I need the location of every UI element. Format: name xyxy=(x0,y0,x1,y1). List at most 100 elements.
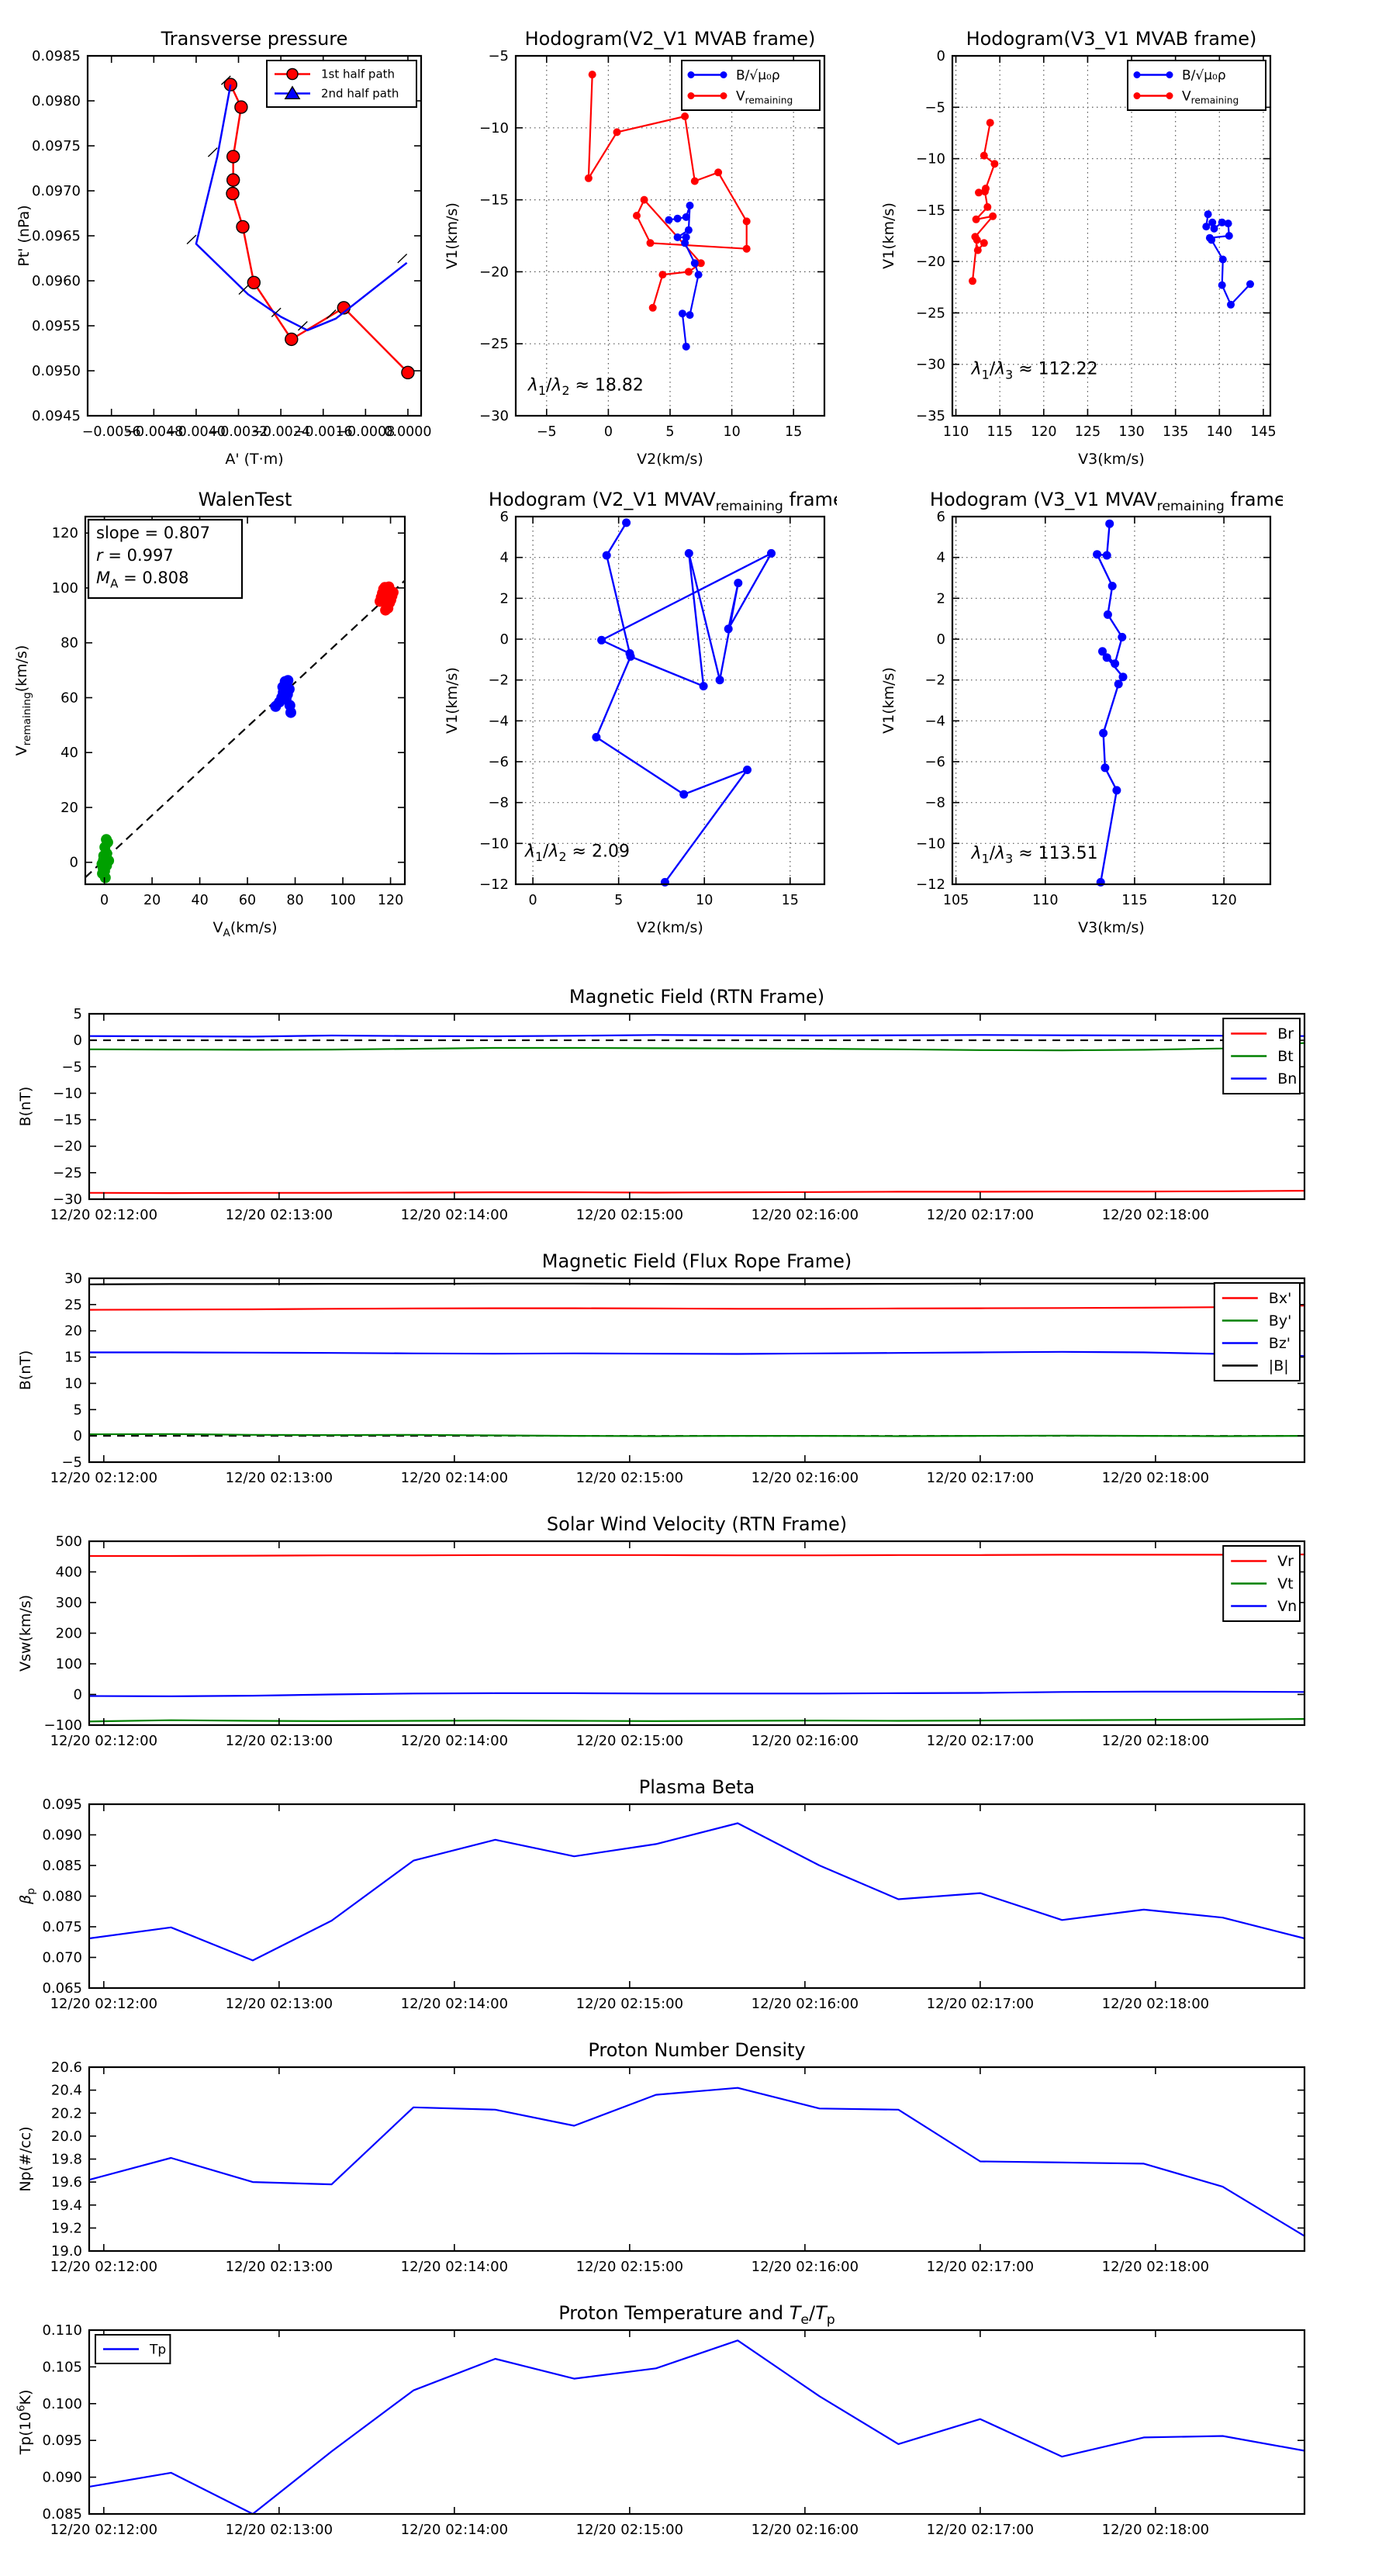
chart-walen-test: 0 20 40 60 80 100 120 0 20 40 60 80 100 120 WalenTest V… xyxy=(8,482,417,946)
svg-text:115: 115 xyxy=(987,424,1012,440)
svg-text:λ1/λ3 ≈ 112.22: λ1/λ3 ≈ 112.22 xyxy=(971,360,1098,382)
svg-text:λ1/λ2 ≈ 18.82: λ1/λ2 ≈ 18.82 xyxy=(527,376,644,399)
svg-text:0.100: 0.100 xyxy=(42,2396,82,2412)
svg-text:−30: −30 xyxy=(53,1191,82,1208)
svg-text:500: 500 xyxy=(56,1533,82,1550)
svg-text:0: 0 xyxy=(604,424,613,440)
chart-plasma-beta: 12/20 02:12:00 12/20 02:13:00 12/20 02:14:… xyxy=(12,1769,1317,2050)
svg-text:80: 80 xyxy=(286,893,303,908)
svg-text:−12: −12 xyxy=(479,877,509,893)
svg-text:−5: −5 xyxy=(61,1059,82,1075)
svg-text:Vremaining(km/s): Vremaining(km/s) xyxy=(13,645,33,756)
svg-text:0.0950: 0.0950 xyxy=(32,363,81,379)
svg-text:12/20 02:13:00: 12/20 02:13:00 xyxy=(226,2259,333,2275)
svg-text:12/20 02:17:00: 12/20 02:17:00 xyxy=(927,1733,1034,1749)
svg-text:5: 5 xyxy=(74,1402,82,1418)
svg-text:0: 0 xyxy=(74,1687,82,1703)
svg-text:20.4: 20.4 xyxy=(51,2083,82,2099)
svg-text:0.090: 0.090 xyxy=(42,2470,82,2486)
svg-text:20.0: 20.0 xyxy=(51,2128,82,2145)
svg-text:12/20 02:17:00: 12/20 02:17:00 xyxy=(927,2522,1034,2538)
svg-text:−12: −12 xyxy=(916,877,945,893)
svg-text:0: 0 xyxy=(529,893,537,908)
svg-text:200: 200 xyxy=(56,1626,82,1642)
svg-text:V1(km/s): V1(km/s) xyxy=(444,202,461,269)
svg-text:12/20 02:18:00: 12/20 02:18:00 xyxy=(1102,1733,1209,1749)
svg-text:20.2: 20.2 xyxy=(51,2105,82,2121)
svg-text:−30: −30 xyxy=(479,408,509,424)
svg-text:12/20 02:13:00: 12/20 02:13:00 xyxy=(226,1207,333,1223)
svg-text:0.065: 0.065 xyxy=(42,1980,82,1997)
svg-text:Vt: Vt xyxy=(1277,1575,1293,1592)
svg-text:110: 110 xyxy=(943,424,969,440)
svg-text:−8: −8 xyxy=(924,795,945,811)
svg-text:−10: −10 xyxy=(53,1085,82,1101)
svg-text:80: 80 xyxy=(60,635,78,652)
svg-text:12/20 02:17:00: 12/20 02:17:00 xyxy=(927,1996,1034,2012)
svg-text:B/√μ₀ρ: B/√μ₀ρ xyxy=(1182,67,1226,83)
svg-text:Pt' (nPa): Pt' (nPa) xyxy=(16,205,33,266)
svg-text:12/20 02:18:00: 12/20 02:18:00 xyxy=(1102,1207,1209,1223)
svg-text:12/20 02:17:00: 12/20 02:17:00 xyxy=(927,1470,1034,1486)
svg-text:V2(km/s): V2(km/s) xyxy=(637,919,703,936)
svg-text:0: 0 xyxy=(100,893,109,908)
svg-text:300: 300 xyxy=(56,1595,82,1611)
svg-text:19.0: 19.0 xyxy=(51,2243,82,2260)
svg-text:12/20 02:18:00: 12/20 02:18:00 xyxy=(1102,1470,1209,1486)
svg-text:−25: −25 xyxy=(916,305,945,321)
svg-text:Hodogram (V3_V1 MVAVremaining: Hodogram (V3_V1 MVAVremaining frame) xyxy=(930,489,1283,514)
svg-text:100: 100 xyxy=(52,580,78,596)
svg-text:−5: −5 xyxy=(924,99,945,116)
svg-text:−25: −25 xyxy=(53,1165,82,1181)
svg-text:12/20 02:12:00: 12/20 02:12:00 xyxy=(50,1470,157,1486)
svg-text:0.070: 0.070 xyxy=(42,1950,82,1966)
svg-text:0.0000: 0.0000 xyxy=(384,424,431,440)
svg-text:125: 125 xyxy=(1075,424,1101,440)
svg-text:0: 0 xyxy=(937,48,945,64)
svg-text:−20: −20 xyxy=(916,254,945,270)
svg-text:12/20 02:13:00: 12/20 02:13:00 xyxy=(226,2522,333,2538)
svg-text:Br: Br xyxy=(1277,1025,1294,1043)
svg-text:0.085: 0.085 xyxy=(42,2506,82,2522)
chart-proton-temperature: 12/20 02:12:00 12/20 02:13:00 12/20 02:14:… xyxy=(12,2295,1317,2576)
svg-text:V3(km/s): V3(km/s) xyxy=(1078,919,1145,936)
svg-text:145: 145 xyxy=(1250,424,1276,440)
svg-text:12/20 02:12:00: 12/20 02:12:00 xyxy=(50,1207,157,1223)
chart-hodogram-v3v1-mvab: 110 115 120 125 130 135 140 145 −35 −30 −25 −20 −15 −… xyxy=(875,21,1283,478)
svg-text:−35: −35 xyxy=(916,408,945,424)
svg-text:−10: −10 xyxy=(916,151,945,168)
svg-text:0.090: 0.090 xyxy=(42,1827,82,1844)
svg-text:5: 5 xyxy=(74,1006,82,1022)
svg-text:A' (T·m): A' (T·m) xyxy=(225,451,283,468)
svg-text:−10: −10 xyxy=(479,835,509,852)
svg-text:12/20 02:18:00: 12/20 02:18:00 xyxy=(1102,2259,1209,2275)
svg-text:15: 15 xyxy=(782,893,799,908)
svg-text:20.6: 20.6 xyxy=(51,2059,82,2076)
svg-text:−30: −30 xyxy=(916,357,945,373)
svg-text:12/20 02:18:00: 12/20 02:18:00 xyxy=(1102,2522,1209,2538)
svg-text:V2(km/s): V2(km/s) xyxy=(637,451,703,468)
svg-text:4: 4 xyxy=(937,550,945,566)
svg-text:12/20 02:12:00: 12/20 02:12:00 xyxy=(50,2522,157,2538)
svg-text:0.0970: 0.0970 xyxy=(32,183,81,199)
svg-text:12/20 02:12:00: 12/20 02:12:00 xyxy=(50,2259,157,2275)
svg-text:λ1/λ3 ≈ 113.51: λ1/λ3 ≈ 113.51 xyxy=(971,844,1098,866)
svg-text:1st half path: 1st half path xyxy=(321,67,395,81)
svg-text:Plasma Beta: Plasma Beta xyxy=(639,1776,755,1798)
svg-text:λ1/λ2 ≈ 2.09: λ1/λ2 ≈ 2.09 xyxy=(524,842,630,864)
svg-text:12/20 02:15:00: 12/20 02:15:00 xyxy=(576,1733,683,1749)
svg-text:135: 135 xyxy=(1163,424,1188,440)
svg-text:Bx': Bx' xyxy=(1269,1290,1292,1307)
svg-text:19.4: 19.4 xyxy=(51,2197,82,2214)
svg-text:−5: −5 xyxy=(537,424,557,440)
svg-text:−2: −2 xyxy=(924,673,945,689)
svg-text:Hodogram (V2_V1 MVAVremaining: Hodogram (V2_V1 MVAVremaining frame) xyxy=(489,489,837,514)
svg-text:10: 10 xyxy=(64,1375,82,1392)
svg-text:0.0975: 0.0975 xyxy=(32,138,81,154)
svg-text:−20: −20 xyxy=(53,1139,82,1155)
svg-text:V1(km/s): V1(km/s) xyxy=(880,667,897,734)
svg-text:5: 5 xyxy=(665,424,674,440)
svg-text:Solar Wind Velocity (RTN Frame: Solar Wind Velocity (RTN Frame) xyxy=(547,1513,847,1535)
svg-text:15: 15 xyxy=(64,1350,82,1366)
svg-text:130: 130 xyxy=(1118,424,1144,440)
